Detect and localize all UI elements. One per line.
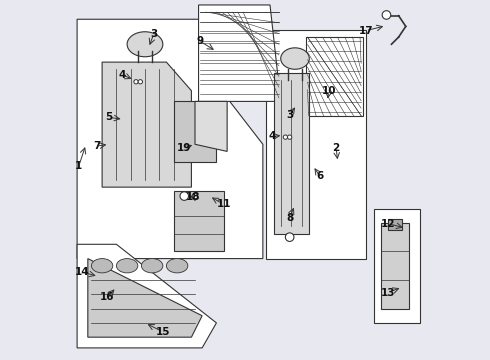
Text: 14: 14 [75, 267, 90, 277]
Circle shape [382, 11, 391, 19]
Polygon shape [373, 208, 420, 323]
Text: 5: 5 [106, 112, 113, 122]
Text: 4: 4 [269, 131, 276, 141]
Ellipse shape [167, 258, 188, 273]
Circle shape [192, 193, 198, 199]
Ellipse shape [92, 258, 113, 273]
Text: 18: 18 [186, 192, 200, 202]
Text: 8: 8 [286, 212, 294, 222]
Text: 3: 3 [150, 28, 157, 39]
Text: 3: 3 [286, 110, 294, 120]
Text: 15: 15 [156, 327, 170, 337]
Polygon shape [77, 19, 263, 258]
Text: 11: 11 [216, 199, 231, 209]
Text: 16: 16 [100, 292, 115, 302]
Polygon shape [77, 244, 217, 348]
Circle shape [288, 135, 292, 139]
Text: 7: 7 [93, 141, 100, 151]
Polygon shape [273, 73, 309, 234]
Polygon shape [381, 223, 409, 309]
Ellipse shape [117, 258, 138, 273]
Ellipse shape [142, 258, 163, 273]
Circle shape [283, 135, 288, 139]
Text: 1: 1 [75, 161, 82, 171]
Polygon shape [195, 102, 227, 152]
Circle shape [138, 80, 143, 84]
Text: 19: 19 [177, 143, 192, 153]
Text: 2: 2 [333, 143, 340, 153]
Circle shape [285, 233, 294, 242]
Text: 17: 17 [358, 26, 373, 36]
Polygon shape [267, 30, 367, 258]
Text: 12: 12 [381, 219, 395, 229]
Ellipse shape [281, 48, 309, 69]
Polygon shape [88, 258, 202, 337]
Polygon shape [173, 191, 223, 251]
Polygon shape [198, 5, 281, 102]
Polygon shape [306, 37, 363, 116]
Text: 4: 4 [118, 69, 125, 80]
Ellipse shape [127, 32, 163, 57]
Text: 10: 10 [322, 86, 336, 96]
Text: 9: 9 [197, 36, 204, 46]
Polygon shape [102, 62, 192, 187]
Circle shape [180, 192, 189, 201]
Circle shape [134, 80, 138, 84]
Text: 6: 6 [317, 171, 323, 181]
Polygon shape [388, 219, 402, 230]
Text: 13: 13 [381, 288, 395, 297]
Polygon shape [173, 102, 217, 162]
